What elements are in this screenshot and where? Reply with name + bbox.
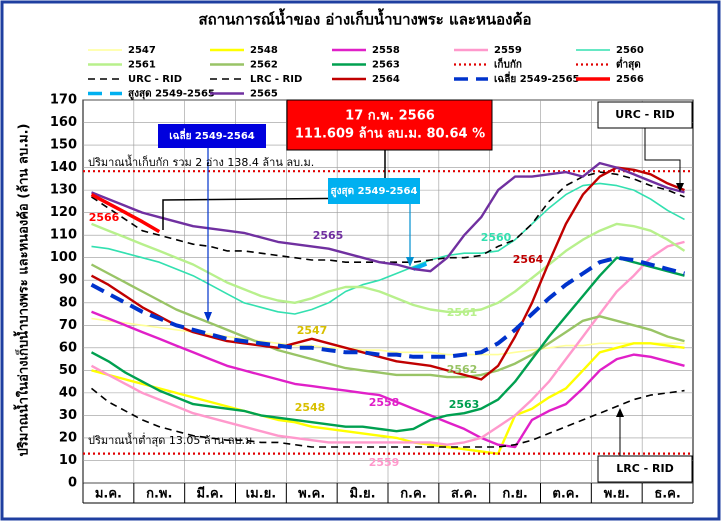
urc-label: URC - RID [615, 108, 674, 121]
y-tick-label: 100 [50, 250, 77, 265]
series-label: 2559 [369, 456, 400, 469]
series-line [90, 193, 161, 234]
y-tick-label: 130 [50, 183, 77, 198]
series-line [412, 260, 432, 271]
x-tick-label: ม.ค. [95, 487, 122, 502]
y-tick-label: 40 [59, 385, 77, 400]
series-line [91, 171, 685, 263]
legend-label: 2558 [372, 45, 400, 56]
x-tick-label: มี.ค. [197, 486, 224, 502]
y-tick-label: 110 [50, 228, 77, 243]
x-tick-label: ก.ค. [400, 487, 426, 502]
y-tick-label: 30 [59, 408, 77, 423]
current-volume: 111.609 ล้าน ลบ.ม. 80.64 % [295, 126, 485, 142]
y-tick-label: 70 [59, 318, 77, 333]
series-line [91, 161, 685, 273]
series-line [90, 166, 685, 381]
x-tick-label: เม.ย. [246, 487, 277, 502]
average-box [158, 124, 266, 148]
y-tick-label: 120 [50, 205, 77, 220]
series-label: 2548 [295, 401, 326, 414]
legend-label: 2559 [494, 45, 522, 56]
series-label: 2566 [89, 211, 120, 224]
storage-note: ปริมาณน้ำเก็บกัก รวม 2 อ่าง 138.4 ล้าน ล… [88, 154, 314, 169]
max-label: สูงสุด 2549-2564 [331, 186, 418, 198]
series-label: 2562 [447, 363, 478, 376]
y-tick-label: 170 [50, 93, 77, 108]
x-tick-label: ต.ค. [552, 487, 579, 502]
y-tick-label: 50 [59, 363, 77, 378]
legend-label: 2548 [250, 45, 278, 56]
series-line [90, 256, 685, 433]
y-tick-label: 90 [59, 273, 77, 288]
series-label: 2561 [447, 306, 478, 319]
arrow-head [616, 408, 624, 417]
x-tick-label: ธ.ค. [654, 487, 681, 502]
legend-label: URC - RID [128, 74, 182, 85]
y-tick-label: 150 [50, 138, 77, 153]
urc-box [597, 101, 693, 129]
legend-label: เฉลี่ย 2549-2565 [494, 71, 580, 85]
series-label: 2547 [297, 324, 328, 337]
legend-label: เก็บกัก [494, 57, 522, 71]
connector [162, 150, 386, 230]
series-line [91, 182, 685, 315]
y-axis-title: ปริมาณน้ำในอ่างเก็บน้ำบางพระ และหนองค้อ … [13, 124, 32, 457]
x-tick-label: ก.ย. [502, 487, 527, 502]
y-tick-label: 10 [59, 453, 77, 468]
lrc-box [597, 455, 693, 483]
series-label: 2564 [513, 253, 544, 266]
legend-label: 2547 [128, 45, 156, 56]
legend-label: ต่ำสุด [616, 57, 641, 71]
legend-label: 2561 [128, 60, 156, 71]
current-box [286, 99, 493, 151]
chart-title: สถานการณ์น้ำของ อ่างเก็บน้ำบางพระ และหนอ… [199, 8, 532, 29]
series-line [90, 263, 685, 379]
x-tick-label: ส.ค. [451, 487, 478, 502]
series-label: 2563 [449, 398, 480, 411]
y-tick-label: 20 [59, 430, 77, 445]
legend-label: 2560 [616, 45, 644, 56]
y-tick-label: 80 [59, 295, 77, 310]
lrc-label: LRC - RID [616, 462, 673, 475]
legend-label: 2563 [372, 60, 400, 71]
series-line [91, 310, 685, 449]
x-tick-label: พ.ย. [604, 487, 630, 502]
minimum-note: ปริมาณน้ำต่ำสุด 13.05 ล้าน ลบ.ม. [88, 432, 256, 447]
y-tick-label: 160 [50, 115, 77, 130]
legend-label: 2566 [616, 74, 644, 85]
series-label: 2565 [313, 229, 344, 242]
max-box [328, 178, 420, 204]
series-line [91, 387, 685, 448]
legend-label: 2562 [250, 60, 278, 71]
series-line [90, 255, 686, 359]
x-tick-label: พ.ค. [298, 487, 325, 502]
current-date: 17 ก.พ. 2566 [345, 109, 435, 124]
arrow-head [204, 312, 212, 322]
legend-label: สูงสุด 2549-2565 [128, 89, 215, 101]
series-line [90, 240, 685, 446]
legend-label: LRC - RID [250, 74, 302, 85]
legend-label: 2564 [372, 74, 400, 85]
series-label: 2560 [481, 231, 512, 244]
average-label: เฉลี่ย 2549-2564 [169, 128, 255, 142]
connector [644, 128, 681, 188]
series-line [91, 222, 686, 313]
arrow-head [406, 257, 414, 267]
arrow-head [676, 183, 684, 192]
legend-label: 2565 [250, 89, 278, 100]
x-tick-label: ก.พ. [146, 487, 172, 502]
series-line [91, 342, 685, 455]
y-tick-label: 60 [59, 340, 77, 355]
series-label: 2558 [369, 396, 400, 409]
y-tick-label: 0 [68, 476, 77, 491]
x-tick-label: มิ.ย. [350, 487, 376, 502]
y-tick-label: 140 [50, 160, 77, 175]
